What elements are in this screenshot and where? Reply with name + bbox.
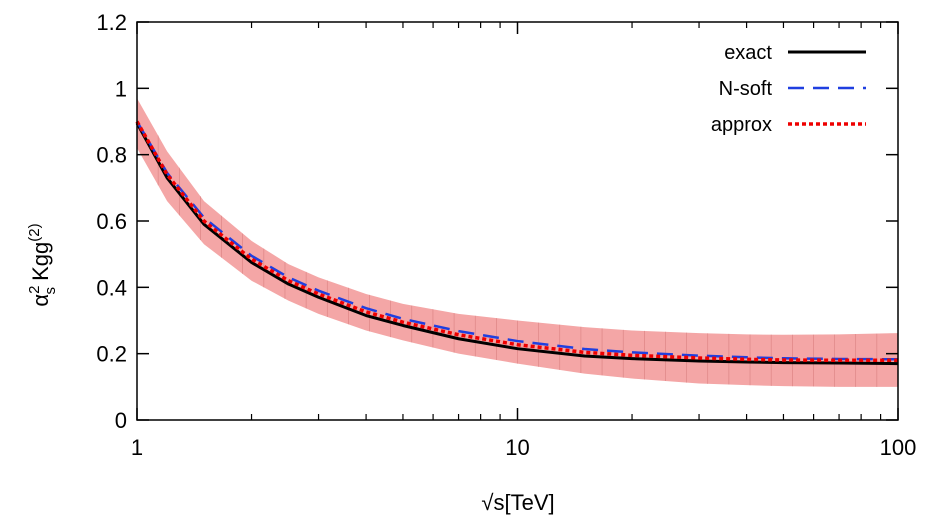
x-axis-label: √s[TeV] xyxy=(481,490,554,515)
x-tick-label: 1 xyxy=(131,435,143,460)
legend-label: N-soft xyxy=(719,78,773,100)
series-line-exact xyxy=(135,122,899,366)
y-tick-label: 0.2 xyxy=(96,342,127,367)
y-tick-label: 1 xyxy=(115,76,127,101)
x-tick-label: 10 xyxy=(505,435,529,460)
x-axis-ticks: 1 10 100 xyxy=(131,22,916,460)
series-lines xyxy=(135,120,899,366)
series-line-n-soft xyxy=(135,120,899,361)
y-axis-ticks: 0 0.2 0.4 0.6 0.8 1 1.2 xyxy=(96,10,898,433)
series-line-approx xyxy=(135,120,898,363)
legend: exact N-soft approx xyxy=(711,42,866,136)
y-tick-label: 1.2 xyxy=(96,10,127,35)
legend-label: exact xyxy=(724,42,772,64)
y-axis-label: α2s Kgg(2) xyxy=(26,223,59,306)
legend-label: approx xyxy=(711,114,772,136)
y-tick-label: 0.8 xyxy=(96,143,127,168)
y-tick-label: 0 xyxy=(115,408,127,433)
y-tick-label: 0.6 xyxy=(96,209,127,234)
x-tick-label: 100 xyxy=(880,435,917,460)
y-tick-label: 0.4 xyxy=(96,275,127,300)
